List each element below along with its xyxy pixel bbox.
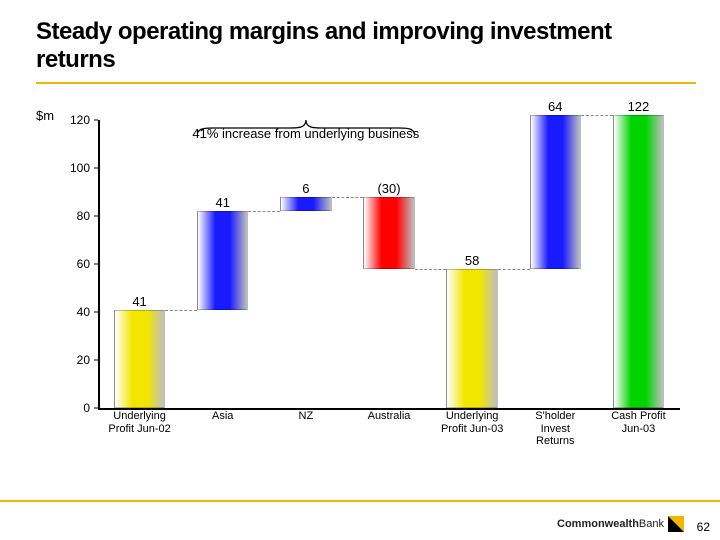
bar [197,211,249,309]
x-category-label: Underlying Profit Jun-03 [441,410,503,435]
connector-line [498,269,530,270]
y-tick-mark [94,264,98,265]
waterfall-chart: 020406080100120 41416(30)5864122 Underly… [60,112,680,442]
connector-line [415,269,447,270]
y-tick-label: 40 [77,305,90,319]
x-category-label: Asia [212,410,233,423]
x-category-label: S'holder Invest Returns [535,410,575,448]
bar [280,197,332,211]
bar-value-label: 64 [548,99,562,114]
bar [613,115,665,408]
slide-title: Steady operating margins and improving i… [36,18,676,73]
bar [446,269,498,408]
brand-text: CommonwealthBank [557,518,664,530]
bar-value-label: 6 [302,181,309,196]
x-axis-labels: Underlying Profit Jun-02 Asia NZ Australia U… [98,408,680,442]
y-tick-mark [94,216,98,217]
y-tick-label: 80 [77,209,90,223]
slide: Steady operating margins and improving i… [0,0,720,540]
y-axis-unit: $m [36,108,54,123]
bar-value-label: 41 [215,195,229,210]
y-tick-mark [94,312,98,313]
x-category-label: Cash Profit Jun-03 [611,410,665,435]
connector-line [581,115,613,116]
y-tick-mark [94,408,98,409]
bar-value-label: 58 [465,253,479,268]
y-tick-label: 100 [70,161,90,175]
curly-brace [197,120,415,140]
footer-line [0,500,720,502]
y-tick-mark [94,120,98,121]
y-tick-mark [94,360,98,361]
page-number: 62 [697,520,710,534]
connector-line [332,197,364,198]
title-underline [36,82,696,84]
connector-line [165,310,197,311]
bar [530,115,582,269]
x-category-label: Australia [368,410,411,423]
y-tick-label: 60 [77,257,90,271]
y-tick-mark [94,168,98,169]
plot-area: 41416(30)5864122 [98,120,680,408]
x-category-label: Underlying Profit Jun-02 [108,410,170,435]
connector-line [248,211,280,212]
brand-logo-icon [668,516,684,532]
y-tick-label: 120 [70,113,90,127]
bar [363,197,415,269]
bar [114,310,166,408]
y-axis-labels: 020406080100120 [60,120,94,408]
brand-left: Commonwealth [557,518,639,530]
x-category-label: NZ [299,410,314,423]
y-tick-label: 20 [77,353,90,367]
y-tick-label: 0 [83,401,90,415]
brand-right: Bank [639,518,664,530]
bar-value-label: 41 [132,294,146,309]
bar-value-label: 122 [628,99,650,114]
bar-value-label: (30) [377,181,400,196]
